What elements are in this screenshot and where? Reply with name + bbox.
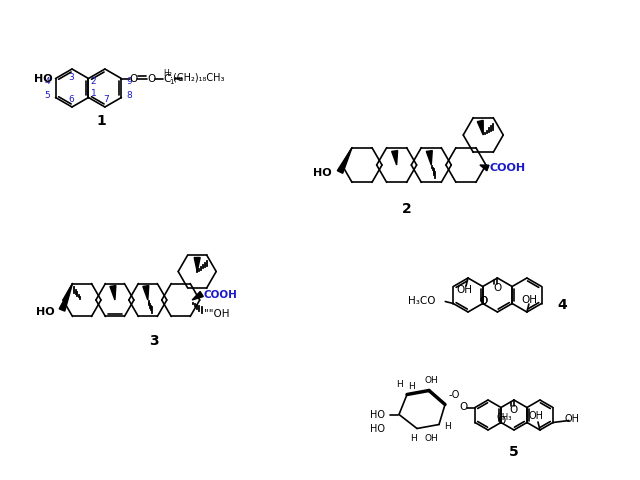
Text: O: O: [129, 73, 138, 84]
Text: CH₃: CH₃: [496, 413, 512, 422]
Text: OH: OH: [529, 411, 543, 421]
Text: 5: 5: [45, 91, 51, 100]
Text: H₂: H₂: [163, 69, 172, 78]
Polygon shape: [143, 286, 148, 300]
Text: 1: 1: [91, 89, 97, 98]
Polygon shape: [480, 165, 489, 171]
Text: 8: 8: [127, 91, 132, 100]
Text: HO: HO: [370, 409, 385, 420]
Text: OH: OH: [424, 434, 438, 443]
Text: H: H: [408, 382, 414, 391]
Text: OH: OH: [564, 413, 579, 423]
Text: HO: HO: [36, 307, 55, 317]
Text: 1': 1': [169, 80, 175, 85]
Text: COOH: COOH: [204, 290, 237, 300]
Text: 4: 4: [45, 77, 51, 86]
Text: OH: OH: [424, 376, 438, 385]
Polygon shape: [60, 284, 72, 311]
Text: -O: -O: [449, 389, 460, 399]
Text: 9: 9: [127, 77, 132, 86]
Polygon shape: [426, 151, 432, 165]
Text: 3: 3: [148, 334, 158, 348]
Text: O: O: [479, 297, 488, 307]
Text: O: O: [493, 283, 502, 293]
Text: O: O: [498, 416, 506, 425]
Text: 6: 6: [68, 95, 74, 104]
Text: C: C: [164, 74, 171, 84]
Text: ·(CH₂)₁₈CH₃: ·(CH₂)₁₈CH₃: [170, 72, 225, 83]
Text: HO: HO: [34, 73, 52, 84]
Text: O: O: [510, 405, 518, 415]
Text: H: H: [410, 434, 417, 443]
Text: O: O: [459, 403, 467, 412]
Text: 1: 1: [96, 114, 106, 128]
Text: O: O: [479, 297, 488, 307]
Text: OH: OH: [456, 285, 472, 295]
Text: 5: 5: [509, 445, 519, 459]
Text: 4: 4: [557, 298, 567, 312]
Text: H₃CO: H₃CO: [408, 297, 435, 307]
Text: COOH: COOH: [490, 163, 526, 173]
Text: OH: OH: [521, 295, 537, 305]
Text: 2: 2: [91, 77, 96, 86]
Polygon shape: [194, 257, 200, 272]
Polygon shape: [337, 148, 352, 173]
Text: 3: 3: [68, 72, 74, 82]
Text: H: H: [444, 422, 451, 431]
Text: ""OH: ""OH: [204, 309, 229, 319]
Text: HO: HO: [370, 423, 385, 433]
Polygon shape: [392, 151, 397, 165]
Text: 7: 7: [103, 95, 109, 104]
Polygon shape: [477, 120, 483, 135]
Text: HO: HO: [314, 168, 332, 178]
Polygon shape: [110, 286, 116, 300]
Text: 2: 2: [402, 202, 412, 216]
Text: O: O: [147, 73, 156, 84]
Polygon shape: [192, 291, 204, 300]
Text: H: H: [396, 380, 403, 389]
